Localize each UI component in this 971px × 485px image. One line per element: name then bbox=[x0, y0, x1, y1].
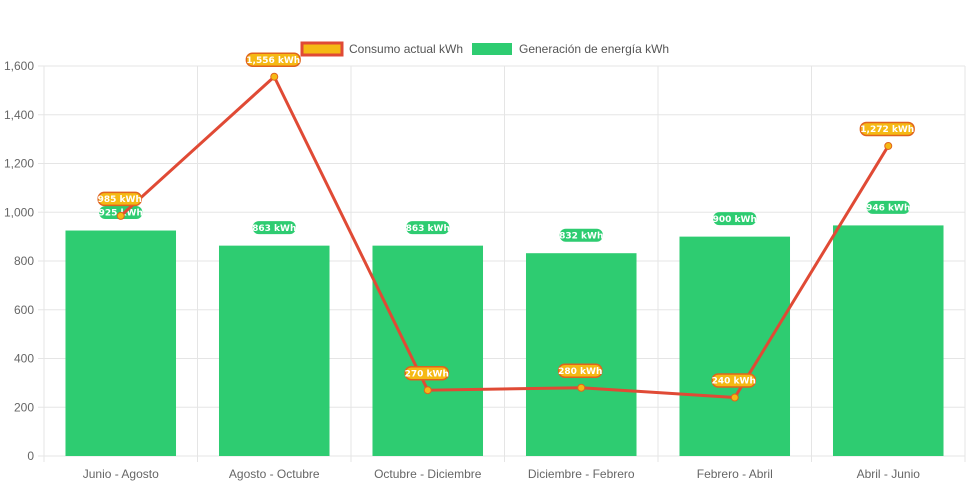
data-label-background bbox=[557, 363, 603, 378]
data-label-text: 900 kWh bbox=[713, 215, 757, 225]
data-label-background bbox=[406, 221, 450, 235]
bar-data-label: 900 kWh bbox=[713, 212, 757, 226]
data-label-text: 985 kWh bbox=[98, 195, 142, 205]
data-label-background bbox=[713, 212, 757, 226]
line-point[interactable] bbox=[884, 141, 893, 150]
y-tick-label: 200 bbox=[14, 400, 34, 414]
data-label-background bbox=[859, 121, 915, 137]
data-label-background bbox=[97, 191, 143, 207]
y-tick-label: 600 bbox=[14, 303, 34, 317]
data-label-text: 270 kWh bbox=[405, 369, 449, 379]
bar[interactable] bbox=[679, 236, 791, 456]
y-tick-label: 0 bbox=[27, 449, 34, 463]
y-tick-label: 1,400 bbox=[4, 108, 34, 122]
legend-item-consumo[interactable]: Consumo actual kWh bbox=[300, 41, 463, 57]
data-label-text: 1,556 kWh bbox=[246, 56, 300, 66]
data-label-text: 863 kWh bbox=[406, 224, 450, 234]
bar[interactable] bbox=[525, 253, 637, 456]
line-data-label: 985 kWh bbox=[97, 191, 143, 207]
x-tick-label: Febrero - Abril bbox=[697, 467, 773, 481]
data-label-background bbox=[866, 200, 910, 214]
data-label-background bbox=[559, 228, 603, 242]
bar-data-label: 832 kWh bbox=[559, 228, 603, 242]
grid-lines bbox=[38, 65, 966, 462]
data-label-text: 1,272 kWh bbox=[860, 125, 914, 135]
data-label-text: 240 kWh bbox=[712, 377, 756, 387]
line-path bbox=[119, 75, 890, 399]
line-point[interactable] bbox=[270, 72, 279, 81]
legend-item-generacion[interactable]: Generación de energía kWh bbox=[472, 42, 669, 56]
y-tick-label: 800 bbox=[14, 254, 34, 268]
y-tick-label: 1,600 bbox=[4, 59, 34, 73]
line-data-label: 270 kWh bbox=[404, 365, 450, 381]
line-point[interactable] bbox=[116, 211, 125, 220]
x-tick-label: Octubre - Diciembre bbox=[374, 467, 482, 481]
data-label-background bbox=[404, 365, 450, 381]
data-label-text: 280 kWh bbox=[558, 367, 602, 377]
line-series bbox=[116, 72, 893, 402]
line-point[interactable] bbox=[423, 386, 432, 395]
x-axis: Junio - Agosto Agosto - Octubre Octubre - … bbox=[83, 467, 921, 481]
bar-data-label: 863 kWh bbox=[406, 221, 450, 235]
line-data-label: 280 kWh bbox=[557, 363, 603, 378]
line-point[interactable] bbox=[730, 393, 739, 402]
bar-data-label: 863 kWh bbox=[252, 221, 296, 235]
bar[interactable] bbox=[832, 225, 944, 456]
x-tick-label: Diciembre - Febrero bbox=[528, 467, 635, 481]
legend-label-generacion: Generación de energía kWh bbox=[519, 42, 669, 56]
bar-data-label: 946 kWh bbox=[866, 200, 910, 214]
data-label-background bbox=[245, 52, 301, 67]
y-tick-label: 1,000 bbox=[4, 205, 34, 219]
y-tick-label: 400 bbox=[14, 352, 34, 366]
x-tick-label: Junio - Agosto bbox=[83, 467, 159, 481]
line-point[interactable] bbox=[577, 383, 586, 392]
line-data-label: 1,272 kWh bbox=[859, 121, 915, 137]
bar-series bbox=[65, 225, 944, 456]
data-label-text: 946 kWh bbox=[866, 204, 910, 214]
legend: Consumo actual kWh Generación de energía… bbox=[300, 41, 669, 57]
legend-swatch-generacion bbox=[472, 43, 512, 55]
bar[interactable] bbox=[65, 230, 177, 456]
y-tick-label: 1,200 bbox=[4, 157, 34, 171]
data-label-background bbox=[711, 373, 757, 388]
bar[interactable] bbox=[372, 245, 484, 456]
line-data-labels: 985 kWh 1,556 kWh 270 kWh 280 kWh 240 kWh 1,2… bbox=[97, 52, 915, 388]
x-tick-label: Agosto - Octubre bbox=[229, 467, 320, 481]
line-data-label: 1,556 kWh bbox=[245, 52, 301, 67]
line-data-label: 240 kWh bbox=[711, 373, 757, 388]
y-axis: 0 200 400 600 800 1,000 1,200 1,400 1,600 bbox=[4, 59, 34, 463]
data-label-text: 832 kWh bbox=[559, 231, 603, 241]
data-label-text: 863 kWh bbox=[252, 224, 296, 234]
x-tick-label: Abril - Junio bbox=[857, 467, 921, 481]
legend-swatch-consumo bbox=[300, 41, 344, 57]
bar[interactable] bbox=[218, 245, 330, 456]
legend-label-consumo: Consumo actual kWh bbox=[349, 42, 463, 56]
data-label-background bbox=[252, 221, 296, 235]
